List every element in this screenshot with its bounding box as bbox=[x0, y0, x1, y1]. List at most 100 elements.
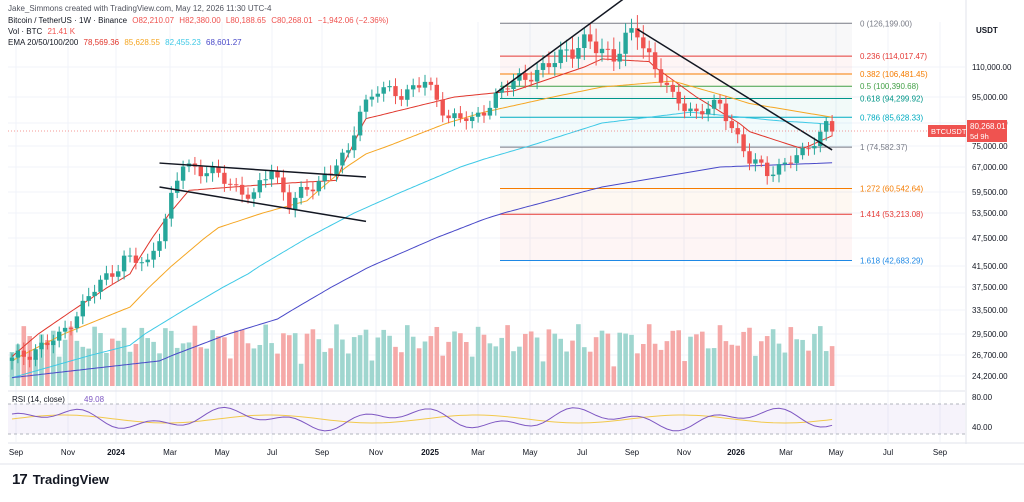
candle-body bbox=[629, 28, 634, 33]
candle-body bbox=[257, 180, 262, 193]
candle-body bbox=[534, 69, 540, 82]
volume-bar bbox=[92, 326, 97, 386]
volume-bar bbox=[139, 327, 145, 386]
volume-bar bbox=[393, 346, 398, 386]
price-tick-label: 53,500.00 bbox=[972, 209, 1008, 218]
price-tick-label: 33,500.00 bbox=[972, 306, 1008, 315]
candle-body bbox=[110, 273, 115, 277]
volume-bar bbox=[204, 348, 209, 386]
candle-body bbox=[363, 99, 369, 112]
volume-bar bbox=[770, 329, 776, 386]
candle-body bbox=[298, 186, 304, 198]
candle-body bbox=[765, 162, 770, 177]
volume-bar bbox=[641, 344, 646, 386]
candle-body bbox=[393, 86, 398, 97]
fib-level-label: 1.272 (60,542.64) bbox=[860, 185, 923, 194]
volume-bar bbox=[174, 347, 180, 386]
time-tick-label: Jul bbox=[577, 448, 587, 457]
volume-bar bbox=[593, 337, 599, 386]
volume-bar bbox=[428, 336, 434, 386]
candle-body bbox=[800, 148, 805, 156]
candle-body bbox=[759, 159, 764, 163]
ema200-line bbox=[11, 162, 833, 379]
candle-body bbox=[517, 73, 522, 81]
volume-bar bbox=[33, 358, 38, 386]
volume-label[interactable]: Vol · BTC bbox=[8, 27, 43, 36]
volume-bar bbox=[564, 351, 569, 386]
candle-body bbox=[782, 162, 788, 165]
volume-bar bbox=[688, 336, 693, 386]
volume-bar bbox=[582, 347, 587, 386]
ema20-line bbox=[11, 58, 833, 358]
candle-body bbox=[62, 327, 68, 332]
candle-body bbox=[611, 49, 616, 62]
volume-bar bbox=[340, 339, 345, 386]
volume-bar bbox=[741, 331, 746, 386]
volume-bar bbox=[623, 333, 628, 386]
volume-bar bbox=[127, 351, 133, 386]
candle-body bbox=[818, 131, 823, 147]
candle-body bbox=[293, 197, 298, 210]
volume-bar bbox=[15, 344, 21, 386]
candle-body bbox=[281, 177, 286, 193]
symbol-name[interactable]: Bitcoin / TetherUS · 1W · Binance bbox=[8, 16, 128, 25]
time-tick-label: Nov bbox=[61, 448, 75, 457]
candle-body bbox=[770, 174, 776, 177]
volume-bar bbox=[711, 348, 717, 386]
candle-body bbox=[505, 88, 510, 90]
volume-bar bbox=[334, 324, 339, 386]
candle-body bbox=[523, 73, 528, 80]
volume-bar bbox=[829, 346, 835, 386]
volume-bar bbox=[151, 341, 156, 386]
ema20-value: 78,569.36 bbox=[83, 38, 120, 47]
candle-body bbox=[45, 342, 50, 346]
volume-bar bbox=[346, 353, 351, 386]
candle-body bbox=[275, 171, 280, 178]
volume-bar bbox=[546, 329, 552, 386]
volume-bar bbox=[788, 327, 794, 386]
candle-body bbox=[729, 121, 734, 129]
candle-body bbox=[133, 255, 139, 263]
candle-body bbox=[582, 34, 587, 49]
candle-body bbox=[104, 273, 109, 280]
candle-body bbox=[157, 241, 162, 251]
volume-bar bbox=[558, 338, 563, 386]
ema-label[interactable]: EMA 20/50/100/200 bbox=[8, 38, 79, 47]
candle-body bbox=[381, 87, 386, 94]
volume-bar bbox=[98, 333, 103, 386]
candle-body bbox=[121, 255, 127, 272]
candle-body bbox=[570, 49, 575, 59]
candle-body bbox=[51, 340, 56, 346]
volume-bar bbox=[357, 335, 363, 386]
candle-body bbox=[127, 255, 133, 257]
current-price-tag bbox=[967, 120, 1007, 142]
candle-body bbox=[794, 155, 799, 164]
tradingview-brand[interactable]: 17 TradingView bbox=[12, 471, 109, 488]
volume-bar bbox=[528, 331, 534, 386]
price-tick-label: 75,000.00 bbox=[972, 142, 1008, 151]
volume-bar bbox=[198, 347, 204, 386]
fib-level-label: 1.414 (53,213.08) bbox=[860, 210, 923, 219]
volume-bar bbox=[74, 340, 80, 386]
candle-body bbox=[405, 89, 410, 100]
tradingview-logo-icon: 17 bbox=[12, 471, 28, 488]
candle-body bbox=[641, 37, 646, 49]
time-tick-label: Nov bbox=[369, 448, 383, 457]
volume-bar bbox=[328, 348, 333, 386]
candle-body bbox=[116, 271, 121, 277]
volume-bar bbox=[759, 341, 764, 386]
time-tick-label: May bbox=[522, 448, 537, 457]
candle-body bbox=[269, 171, 274, 180]
time-axis: Sep Nov 2024 Mar May Jul Sep Nov 2025 Mar May Jul Se… bbox=[0, 442, 1024, 465]
candle-body bbox=[676, 91, 681, 104]
volume-bar bbox=[605, 333, 611, 386]
volume-bar bbox=[599, 330, 605, 386]
candle-body bbox=[658, 69, 664, 83]
volume-bar bbox=[316, 339, 322, 386]
time-tick-label: Mar bbox=[471, 448, 485, 457]
candle-body bbox=[234, 184, 239, 186]
volume-bar bbox=[180, 343, 186, 386]
volume-bar bbox=[452, 331, 457, 386]
volume-bar bbox=[540, 361, 546, 386]
